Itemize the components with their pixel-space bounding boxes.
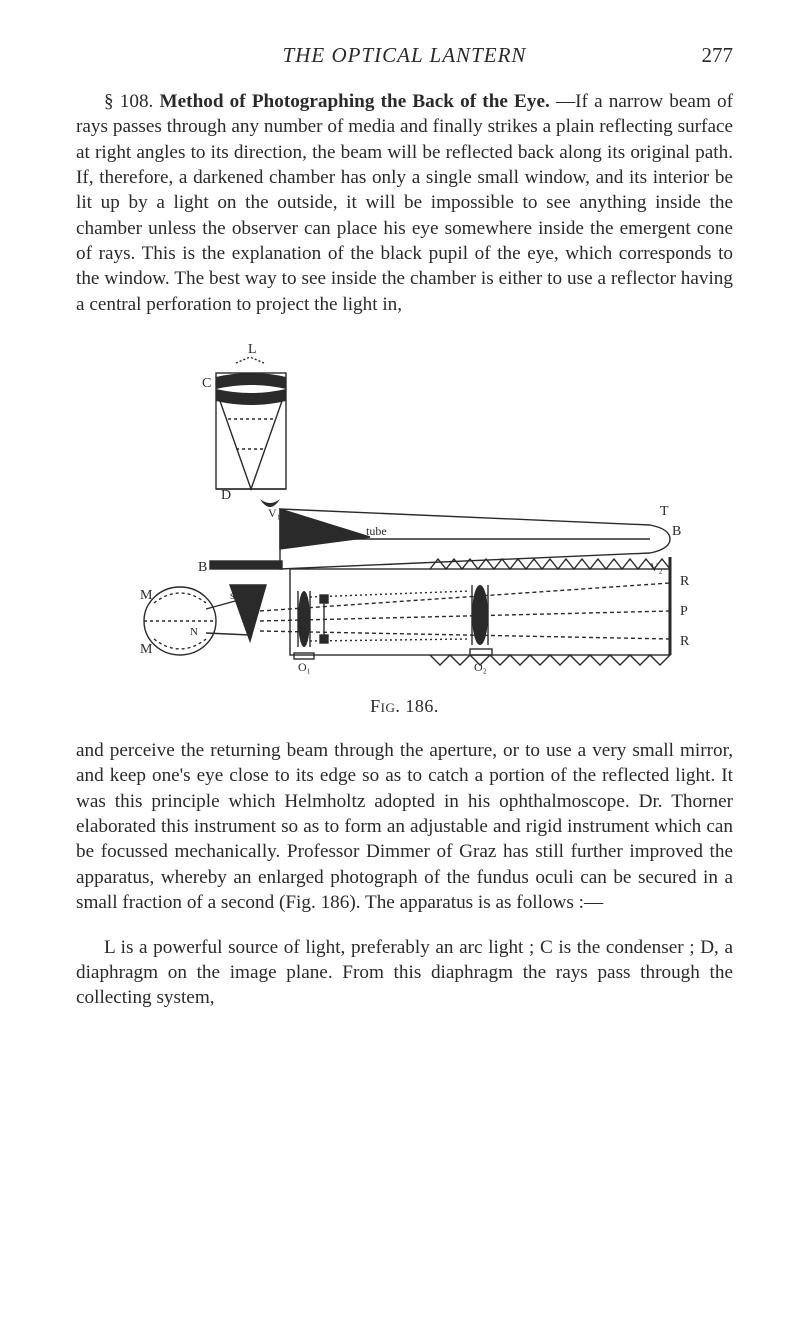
label-R1: R [680,574,690,589]
figure-186-svg: L C D V₁ V₂ B B T tube s M M N O₁ O₂ R P… [110,339,700,679]
label-M-bot: M [140,642,153,657]
label-L: L [248,342,257,357]
label-V1: V₁ [268,506,281,520]
figure-caption: Fig. 186. [76,695,733,719]
paragraph-1: § 108. Method of Photographing the Back … [76,89,733,317]
running-title: THE OPTICAL LANTERN [136,42,673,70]
label-V2: V₂ [650,560,663,574]
label-T: T [660,504,669,519]
label-O1: O₁ [298,660,311,674]
body-text: § 108. Method of Photographing the Back … [76,89,733,317]
label-R2: R [680,634,690,649]
section-marker: § 108. [104,91,153,112]
figure-186: L C D V₁ V₂ B B T tube s M M N O₁ O₂ R P… [76,339,733,719]
paragraph-2: and perceive the returning beam through … [76,738,733,915]
body-text-lower: and perceive the returning beam through … [76,738,733,1011]
label-tube: tube [366,524,387,538]
page-number: 277 [673,42,733,70]
label-P: P [680,604,688,619]
label-S: s [230,588,235,602]
paragraph-3: L is a powerful source of light, prefera… [76,935,733,1011]
label-B-left: B [198,560,207,575]
label-D: D [221,488,231,503]
label-B-right: B [672,524,681,539]
running-head: THE OPTICAL LANTERN 277 [76,42,733,70]
label-C: C [202,376,211,391]
label-M-top: M [140,588,153,603]
label-O2: O₂ [474,660,487,674]
paragraph-1-body: —If a narrow beam of rays passes through… [76,91,733,315]
label-N: N [190,626,198,638]
section-heading: Method of Photographing the Back of the … [160,91,550,112]
